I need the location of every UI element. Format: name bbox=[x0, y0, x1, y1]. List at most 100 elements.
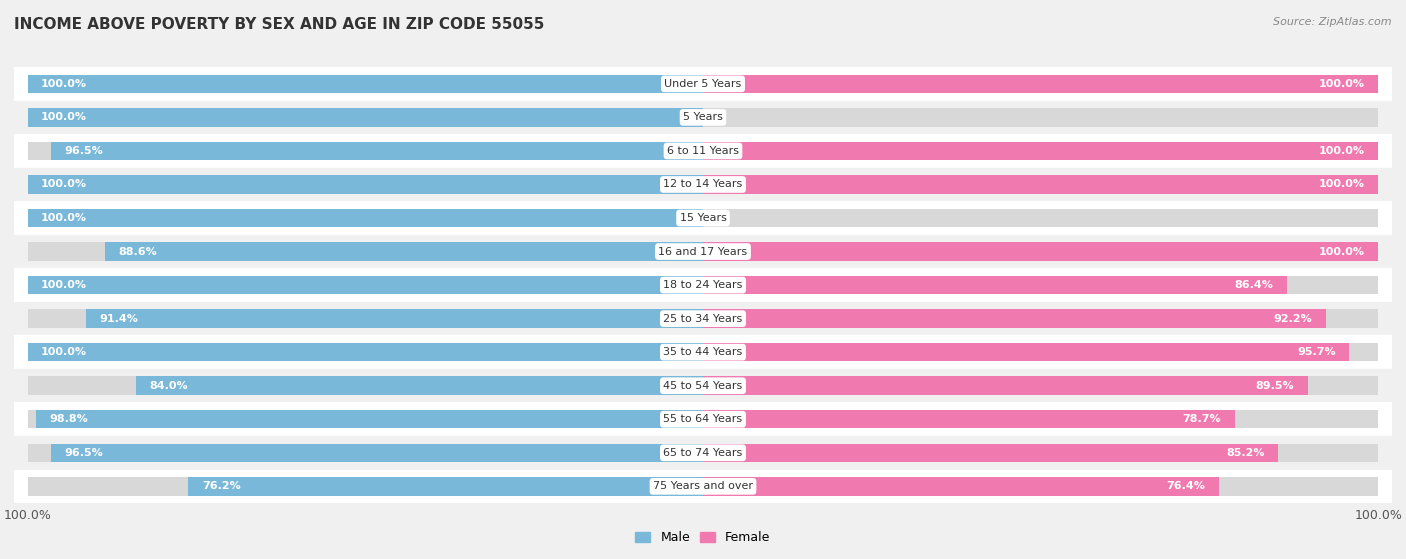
Bar bbox=[14, 67, 1392, 101]
Text: 6 to 11 Years: 6 to 11 Years bbox=[666, 146, 740, 156]
Bar bbox=[14, 101, 1392, 134]
Bar bbox=[14, 335, 1392, 369]
Bar bbox=[703, 410, 1378, 429]
Text: 100.0%: 100.0% bbox=[41, 347, 87, 357]
Bar bbox=[703, 209, 1378, 227]
Bar bbox=[14, 470, 1392, 503]
Bar bbox=[703, 142, 1378, 160]
Bar bbox=[703, 175, 1378, 193]
Bar bbox=[14, 369, 1392, 402]
Bar bbox=[703, 310, 1326, 328]
Text: 65 to 74 Years: 65 to 74 Years bbox=[664, 448, 742, 458]
Bar bbox=[51, 444, 703, 462]
Text: 100.0%: 100.0% bbox=[1319, 146, 1365, 156]
Bar bbox=[703, 377, 1308, 395]
Bar bbox=[703, 377, 1378, 395]
Text: 86.4%: 86.4% bbox=[1234, 280, 1272, 290]
Bar bbox=[703, 276, 1378, 294]
Bar bbox=[188, 477, 703, 496]
Text: 75 Years and over: 75 Years and over bbox=[652, 481, 754, 491]
Text: 92.2%: 92.2% bbox=[1274, 314, 1312, 324]
Bar bbox=[703, 477, 1378, 496]
Bar bbox=[28, 209, 703, 227]
Bar bbox=[28, 74, 703, 93]
Bar bbox=[28, 343, 703, 362]
Text: 76.4%: 76.4% bbox=[1167, 481, 1205, 491]
Text: 91.4%: 91.4% bbox=[100, 314, 138, 324]
Text: 78.7%: 78.7% bbox=[1182, 414, 1220, 424]
Bar bbox=[14, 201, 1392, 235]
Text: 100.0%: 100.0% bbox=[1319, 247, 1365, 257]
Bar bbox=[28, 377, 703, 395]
Bar bbox=[703, 444, 1278, 462]
Text: 76.2%: 76.2% bbox=[202, 481, 240, 491]
Bar bbox=[703, 410, 1234, 429]
Bar bbox=[703, 477, 1219, 496]
Text: 100.0%: 100.0% bbox=[41, 79, 87, 89]
Bar bbox=[51, 142, 703, 160]
Bar bbox=[28, 276, 703, 294]
Text: 35 to 44 Years: 35 to 44 Years bbox=[664, 347, 742, 357]
Text: 98.8%: 98.8% bbox=[49, 414, 89, 424]
Bar bbox=[703, 243, 1378, 260]
Bar bbox=[104, 243, 703, 260]
Bar bbox=[703, 175, 1378, 193]
Bar bbox=[28, 410, 703, 429]
Text: 96.5%: 96.5% bbox=[65, 448, 104, 458]
Bar bbox=[28, 142, 703, 160]
Bar bbox=[703, 343, 1378, 362]
Bar bbox=[28, 74, 703, 93]
Text: INCOME ABOVE POVERTY BY SEX AND AGE IN ZIP CODE 55055: INCOME ABOVE POVERTY BY SEX AND AGE IN Z… bbox=[14, 17, 544, 32]
Bar bbox=[703, 243, 1378, 260]
Text: 15 Years: 15 Years bbox=[679, 213, 727, 223]
Bar bbox=[14, 268, 1392, 302]
Bar bbox=[86, 310, 703, 328]
Bar bbox=[28, 175, 703, 193]
Bar bbox=[28, 477, 703, 496]
Text: 85.2%: 85.2% bbox=[1226, 448, 1265, 458]
Bar bbox=[28, 343, 703, 362]
Text: 84.0%: 84.0% bbox=[149, 381, 188, 391]
Bar bbox=[703, 276, 1286, 294]
Text: 18 to 24 Years: 18 to 24 Years bbox=[664, 280, 742, 290]
Bar bbox=[703, 108, 1378, 126]
Bar bbox=[703, 142, 1378, 160]
Bar bbox=[35, 410, 703, 429]
Text: 100.0%: 100.0% bbox=[1319, 179, 1365, 190]
Bar bbox=[703, 343, 1350, 362]
Bar bbox=[28, 108, 703, 126]
Text: 96.5%: 96.5% bbox=[65, 146, 104, 156]
Text: 100.0%: 100.0% bbox=[41, 213, 87, 223]
Bar bbox=[28, 108, 703, 126]
Bar bbox=[14, 436, 1392, 470]
Text: 100.0%: 100.0% bbox=[41, 179, 87, 190]
Bar bbox=[28, 276, 703, 294]
Text: 25 to 34 Years: 25 to 34 Years bbox=[664, 314, 742, 324]
Bar bbox=[28, 175, 703, 193]
Legend: Male, Female: Male, Female bbox=[630, 526, 776, 549]
Text: 88.6%: 88.6% bbox=[118, 247, 157, 257]
Bar bbox=[14, 402, 1392, 436]
Bar bbox=[28, 310, 703, 328]
Bar bbox=[28, 444, 703, 462]
Bar bbox=[135, 377, 703, 395]
Bar bbox=[14, 168, 1392, 201]
Text: 100.0%: 100.0% bbox=[1319, 79, 1365, 89]
Text: 16 and 17 Years: 16 and 17 Years bbox=[658, 247, 748, 257]
Bar bbox=[703, 74, 1378, 93]
Text: Under 5 Years: Under 5 Years bbox=[665, 79, 741, 89]
Bar bbox=[14, 134, 1392, 168]
Bar bbox=[28, 209, 703, 227]
Text: 95.7%: 95.7% bbox=[1298, 347, 1336, 357]
Text: 12 to 14 Years: 12 to 14 Years bbox=[664, 179, 742, 190]
Bar bbox=[28, 243, 703, 260]
Text: 55 to 64 Years: 55 to 64 Years bbox=[664, 414, 742, 424]
Bar bbox=[703, 310, 1378, 328]
Text: Source: ZipAtlas.com: Source: ZipAtlas.com bbox=[1274, 17, 1392, 27]
Text: 100.0%: 100.0% bbox=[41, 112, 87, 122]
Bar bbox=[703, 444, 1378, 462]
Bar bbox=[14, 302, 1392, 335]
Text: 5 Years: 5 Years bbox=[683, 112, 723, 122]
Text: 89.5%: 89.5% bbox=[1256, 381, 1294, 391]
Bar bbox=[14, 235, 1392, 268]
